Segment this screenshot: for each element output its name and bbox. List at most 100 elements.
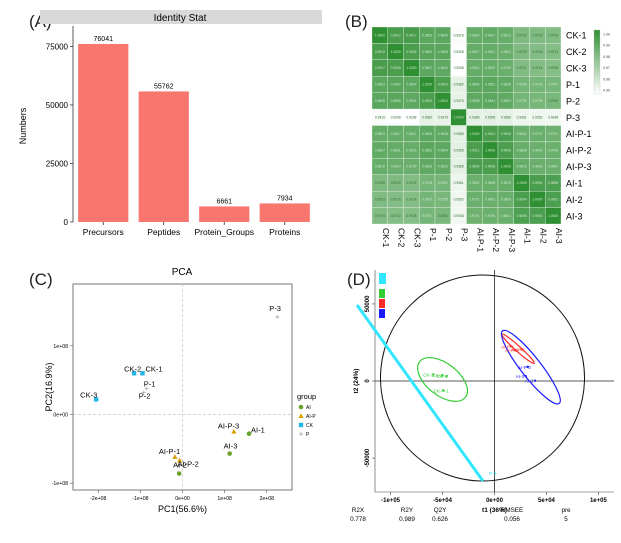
- heatmap-cell-value: 0.9716: [532, 50, 542, 54]
- heatmap-cell-value: 0.9796: [485, 214, 495, 218]
- heatmap-cell-value: 0.9852: [485, 83, 495, 87]
- heatmap-cell-value: 0.9801: [501, 214, 511, 218]
- heatmap-cell-value: 0.9821: [485, 50, 495, 54]
- heatmap-cell-value: 0.9802: [517, 132, 527, 136]
- x-tick-label: -1e+08: [132, 496, 148, 502]
- heatmap-cell-value: 0.9348: [454, 214, 464, 218]
- heatmap-column-label: CK-2: [397, 228, 407, 248]
- pca-legend-label: AI-P: [306, 414, 316, 420]
- heatmap-cell-value: 0.9912: [391, 33, 401, 37]
- data-point: [275, 314, 280, 319]
- legend-swatch: [379, 289, 385, 298]
- bar: [259, 203, 310, 222]
- point-label: AI-P-2: [505, 348, 518, 353]
- heatmap-row-label: AI-P-3: [566, 162, 592, 172]
- point-label: CK-1: [145, 364, 162, 373]
- heatmap-cell-value: 0.9847: [406, 83, 416, 87]
- heatmap-column-label: CK-3: [412, 228, 422, 248]
- heatmap-cell-value: 0.9319: [454, 33, 464, 37]
- data-point: [246, 431, 252, 436]
- heatmap-cell-value: 0.9719: [375, 214, 385, 218]
- legend-swatch: [379, 309, 385, 318]
- colorbar-tick-label: 0.96: [603, 77, 610, 81]
- heatmap-cell-value: 0.9827: [375, 148, 385, 152]
- y-tick-label: -50000: [365, 448, 371, 467]
- data-point: [176, 471, 182, 476]
- heatmap-cell-value: 0.9750: [438, 214, 448, 218]
- data-point: [131, 371, 137, 376]
- heatmap-cell-value: 0.9862: [422, 50, 432, 54]
- data-point: [231, 428, 237, 434]
- heatmap-row-label: P-2: [566, 96, 580, 106]
- colorbar-tick-label: 0.98: [603, 55, 610, 59]
- bar: [138, 91, 189, 222]
- heatmap-cell-value: 0.9319: [375, 115, 385, 119]
- data-point: [299, 432, 303, 436]
- heatmap-cell-value: 0.9796: [548, 148, 558, 152]
- point-label: CK-P-1: [434, 389, 450, 394]
- stats-value: 0.626: [432, 516, 448, 523]
- point-label: AI-2: [173, 461, 187, 470]
- bar-value-label: 55762: [154, 83, 174, 90]
- x-tick-label: 0e+00: [486, 498, 504, 504]
- heatmap-cell-value: 0.9839: [501, 83, 511, 87]
- heatmap-row-label: CK-1: [566, 31, 587, 41]
- heatmap-cell-value: 0.9389: [469, 115, 479, 119]
- stats-header: R2Y: [401, 507, 414, 514]
- legend-label: CK: [386, 292, 391, 296]
- y-tick-label: 0: [365, 379, 371, 383]
- point-label: AI-P-3: [218, 422, 239, 431]
- bar: [78, 43, 129, 222]
- heatmap-column-label: P-1: [428, 228, 438, 242]
- y-tick-label: 75000: [46, 42, 69, 51]
- heatmap-column-label: AI-P-3: [507, 228, 517, 252]
- pca-y-label: PC2(16.9%): [44, 362, 54, 411]
- heatmap-cell-value: 0.9862: [391, 83, 401, 87]
- heatmap-cell-value: 0.9821: [391, 148, 401, 152]
- heatmap-cell-value: 1.0000: [406, 66, 416, 70]
- heatmap-column-label: AI-1: [523, 228, 533, 244]
- point-label: P-1: [144, 379, 156, 388]
- heatmap-cell-value: 0.9761: [517, 99, 527, 103]
- heatmap-cell-value: 0.9855: [438, 50, 448, 54]
- heatmap-cell-value: 0.9729: [517, 50, 527, 54]
- point-label: AI-P-3: [518, 365, 531, 370]
- heatmap-cell-value: 0.9802: [469, 181, 479, 185]
- pca-x-label: PC1(56.6%): [158, 504, 207, 514]
- heatmap-row-label: P-3: [566, 113, 580, 123]
- data-point: [227, 451, 232, 456]
- heatmap-cell-value: 0.9908: [485, 165, 495, 169]
- heatmap-cell-value: 0.9723: [532, 33, 542, 37]
- identity-stat-bar-chart: Identity Stat 0 25000 50000 75000 Numbers 7604…: [18, 10, 322, 237]
- heatmap-row-label: AI-P-2: [566, 146, 592, 156]
- data-point: [144, 386, 149, 391]
- heatmap-cell-value: 0.9308: [454, 50, 464, 54]
- data-point: [298, 422, 304, 428]
- heatmap-cell-value: 0.9827: [485, 33, 495, 37]
- y-tick-label: 1e+08: [53, 344, 68, 350]
- heatmap-cell-value: 0.9386: [454, 165, 464, 169]
- heatmap-cell-value: 0.9806: [501, 198, 511, 202]
- heatmap-row-label: P-1: [566, 80, 580, 90]
- heatmap-cell-value: 1.0000: [422, 83, 432, 87]
- heatmap-cell-value: 0.9852: [422, 148, 432, 152]
- y-tick-label: 50000: [365, 295, 371, 312]
- heatmap-column-label: AI-P-2: [491, 228, 501, 252]
- heatmap-cell-value: 0.9719: [548, 33, 558, 37]
- point-label: AI-P-1: [159, 447, 180, 456]
- heatmap-cell-value: 0.9395: [454, 148, 464, 152]
- heatmap-cell-value: 0.9288: [454, 66, 464, 70]
- pca-title: PCA: [172, 267, 193, 278]
- heatmap-cell-value: 0.9917: [406, 33, 416, 37]
- heatmap-cell: [545, 207, 562, 225]
- ck-group-ellipse: [417, 357, 469, 402]
- heatmap-cell-value: 0.9815: [406, 148, 416, 152]
- point-label: AI-P-1: [501, 344, 514, 349]
- legend-label: AI-P: [386, 302, 393, 306]
- heatmap-cell-value: 0.9846: [422, 132, 432, 136]
- x-tick-label: 1e+05: [590, 498, 608, 504]
- heatmap-cell-value: 0.9288: [406, 115, 416, 119]
- heatmap-cell-value: 0.9723: [375, 198, 385, 202]
- x-tick-label: 5e+04: [538, 498, 556, 504]
- heatmap-cell-value: 0.9797: [532, 132, 542, 136]
